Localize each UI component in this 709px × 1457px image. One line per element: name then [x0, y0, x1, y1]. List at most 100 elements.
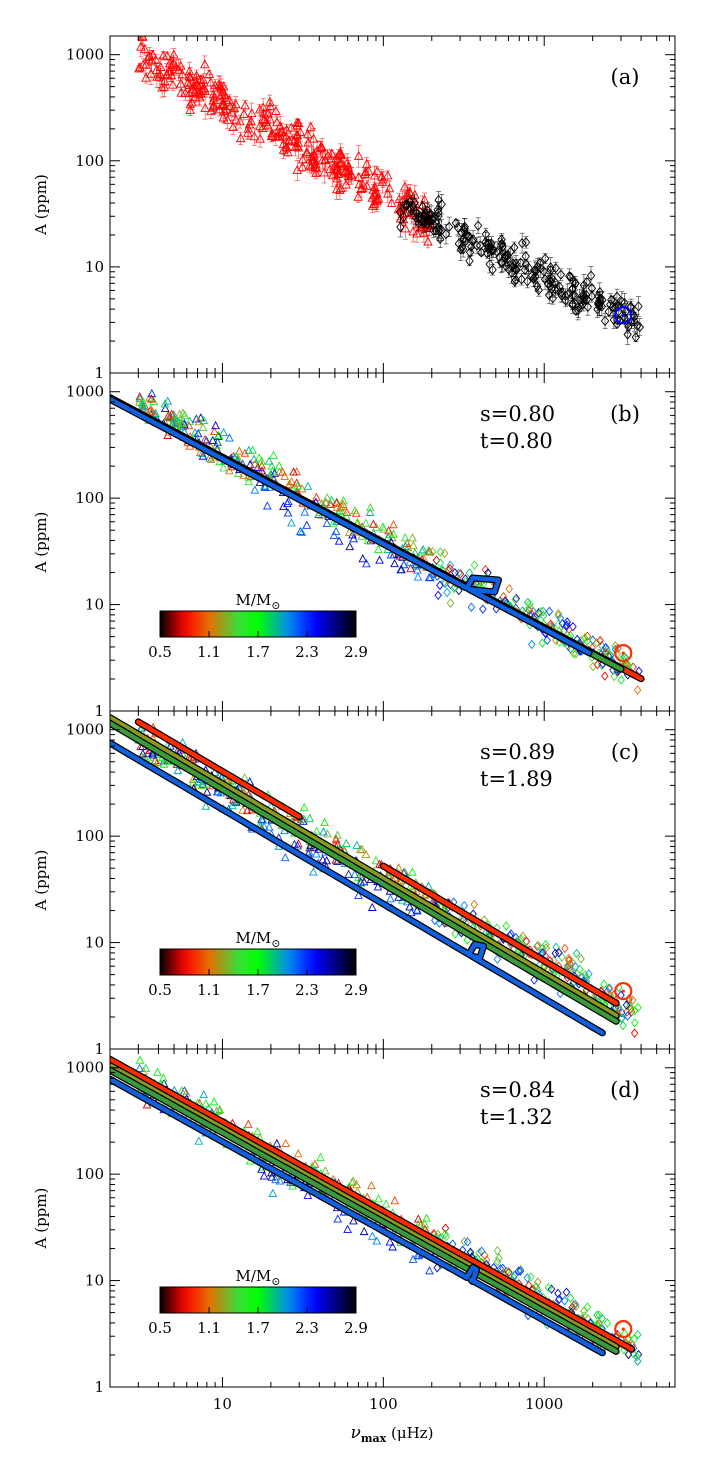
- data-point-triangle: [365, 507, 375, 516]
- data-point-diamond: [446, 563, 454, 574]
- data-point-diamond: [516, 257, 525, 269]
- y-tick-label: 10: [85, 596, 104, 614]
- data-point-triangle: [289, 467, 298, 476]
- data-point-triangle: [218, 112, 229, 122]
- data-point-triangle: [228, 800, 237, 810]
- data-point-diamond: [575, 295, 584, 306]
- data-point-triangle: [235, 133, 246, 143]
- data-point-triangle: [193, 428, 203, 438]
- data-point-triangle: [384, 526, 394, 535]
- data-point-diamond: [626, 1001, 634, 1012]
- data-point-triangle: [187, 97, 197, 107]
- data-point-triangle: [204, 68, 215, 79]
- evolution-track: [110, 1057, 634, 1352]
- data-point-diamond: [631, 332, 640, 343]
- data-point-triangle: [225, 466, 234, 475]
- data-point-diamond: [593, 304, 602, 315]
- data-point-triangle: [332, 498, 341, 507]
- data-point-triangle: [219, 105, 230, 115]
- data-point-diamond: [517, 274, 526, 285]
- data-point-diamond: [434, 590, 442, 601]
- data-point-triangle: [265, 96, 275, 106]
- data-point-triangle: [408, 533, 417, 542]
- data-point-triangle: [248, 445, 257, 454]
- data-point-triangle: [267, 1172, 277, 1181]
- data-point-triangle: [320, 817, 329, 827]
- data-point-diamond: [402, 199, 412, 210]
- data-point-diamond: [572, 948, 581, 959]
- data-point-diamond: [477, 247, 486, 258]
- data-point-triangle: [361, 849, 371, 858]
- data-point-triangle: [191, 79, 202, 89]
- x-tick-label: 1000: [525, 1395, 563, 1413]
- data-point-diamond: [457, 227, 467, 239]
- data-point-triangle: [382, 170, 393, 180]
- data-point-triangle: [171, 415, 181, 424]
- data-point-triangle: [362, 180, 372, 190]
- plot-frame: [109, 372, 676, 712]
- data-point-triangle: [139, 402, 148, 411]
- data-point-triangle: [406, 563, 415, 573]
- data-point-diamond: [618, 653, 627, 664]
- data-point-triangle: [305, 813, 315, 822]
- data-point-diamond: [428, 547, 437, 557]
- data-point-triangle: [177, 69, 188, 79]
- data-point-diamond: [564, 953, 573, 964]
- data-point-triangle: [198, 422, 208, 432]
- data-point-diamond: [542, 943, 551, 953]
- data-point-diamond: [554, 1295, 563, 1305]
- data-point-triangle: [297, 484, 307, 493]
- data-point-triangle: [201, 801, 211, 810]
- data-point-triangle: [283, 147, 293, 157]
- data-point-diamond: [587, 283, 597, 294]
- data-point-diamond: [630, 1005, 639, 1016]
- data-point-diamond: [594, 290, 603, 302]
- data-point-triangle: [411, 199, 421, 209]
- data-point-triangle: [157, 82, 167, 92]
- data-point-triangle: [139, 43, 150, 54]
- panel-b: 1 10 100 1000 A (ppm) (b) s=0.80 t=0.80 M/M⊙ 0.5 1…: [32, 372, 676, 720]
- data-point-diamond: [470, 899, 479, 910]
- data-point-diamond: [434, 211, 443, 222]
- data-point-triangle: [318, 855, 328, 864]
- data-point-diamond: [396, 207, 405, 218]
- t-parameter-label: t=0.80: [480, 429, 553, 453]
- data-point-triangle: [245, 459, 255, 469]
- data-point-diamond: [541, 253, 550, 264]
- data-point-diamond: [603, 1318, 612, 1328]
- data-point-triangle: [149, 396, 159, 405]
- t-parameter-label: t=1.89: [480, 767, 553, 791]
- data-point-triangle: [331, 526, 341, 536]
- panel-label: (b): [610, 402, 640, 426]
- data-point-diamond: [578, 291, 587, 303]
- data-point-triangle: [280, 471, 290, 480]
- data-point-diamond: [554, 608, 563, 619]
- data-point-triangle: [194, 1136, 204, 1145]
- data-point-diamond: [563, 617, 571, 627]
- data-point-triangle: [339, 496, 348, 505]
- data-point-triangle: [390, 558, 399, 568]
- data-point-diamond: [527, 639, 536, 650]
- data-point-diamond: [523, 1273, 532, 1283]
- data-point-diamond: [547, 273, 557, 284]
- data-point-triangle: [257, 113, 268, 124]
- data-point-diamond: [429, 211, 439, 223]
- data-point-triangle: [356, 877, 366, 886]
- data-point-triangle: [180, 410, 190, 419]
- sun-symbol-dot: [621, 313, 625, 317]
- data-point-diamond: [551, 284, 560, 295]
- data-point-diamond: [556, 269, 566, 280]
- data-point-triangle: [311, 849, 321, 858]
- data-point-diamond: [551, 948, 560, 959]
- data-point-triangle: [371, 194, 381, 204]
- data-point-diamond: [624, 321, 633, 333]
- data-point-triangle: [367, 902, 377, 911]
- data-point-triangle: [262, 501, 272, 510]
- data-point-triangle: [344, 869, 353, 878]
- data-point-diamond: [414, 213, 423, 225]
- data-point-diamond: [432, 555, 441, 566]
- data-point-diamond: [534, 940, 542, 951]
- data-point-triangle: [147, 394, 156, 403]
- y-tick-label: 1: [94, 1378, 104, 1396]
- data-point-triangle: [316, 141, 326, 151]
